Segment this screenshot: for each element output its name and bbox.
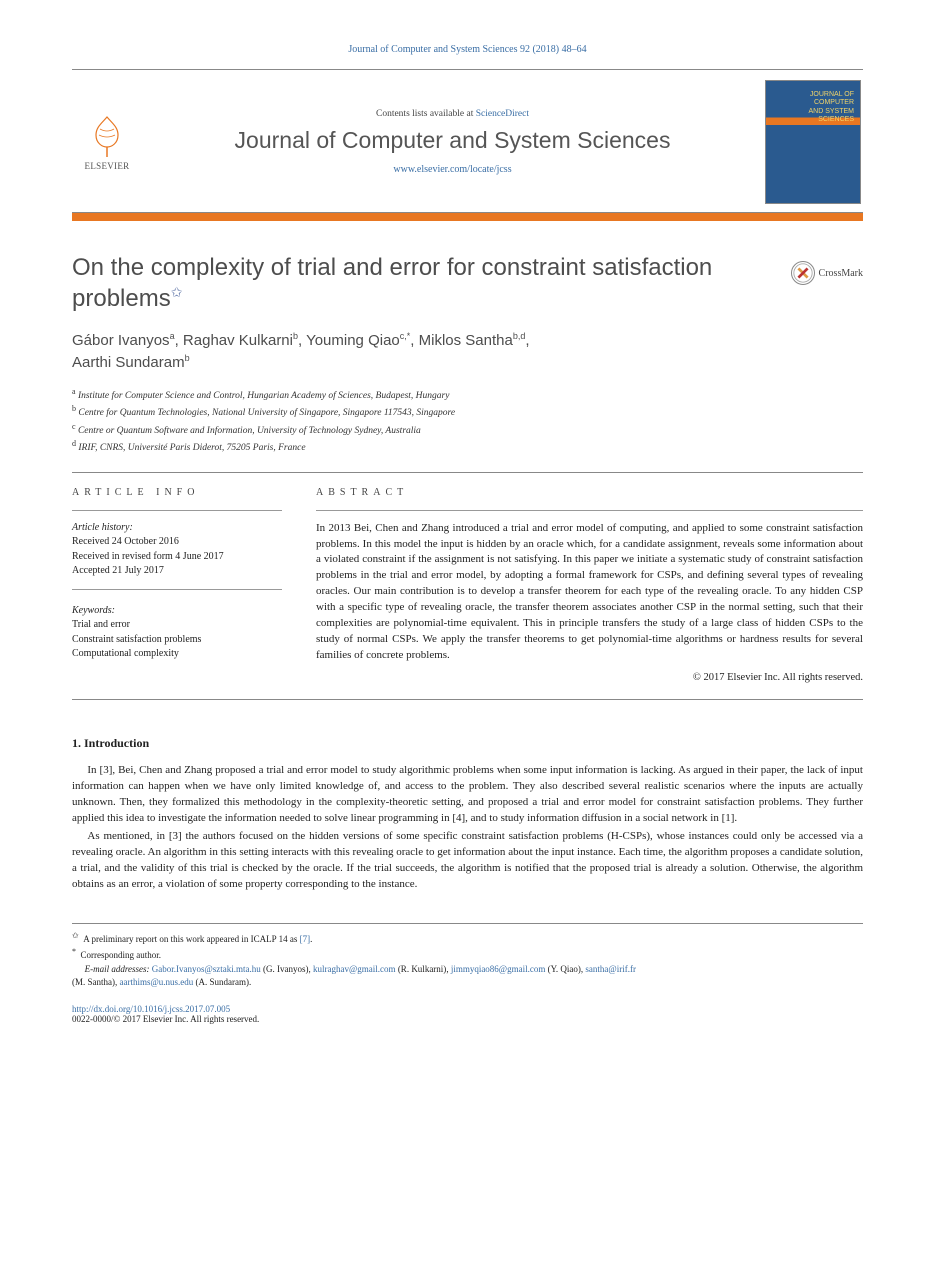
- journal-homepage-link[interactable]: www.elsevier.com/locate/jcss: [162, 164, 743, 175]
- paragraph: In [3], Bei, Chen and Zhang proposed a t…: [72, 763, 863, 827]
- doi-link[interactable]: http://dx.doi.org/10.1016/j.jcss.2017.07…: [72, 1004, 863, 1014]
- crossmark-label: CrossMark: [819, 268, 863, 279]
- section-heading-intro: 1. Introduction: [72, 736, 863, 751]
- divider: [72, 510, 282, 511]
- article-info-label: ARTICLE INFO: [72, 487, 282, 498]
- divider: [72, 699, 863, 700]
- publisher-logo-block: ELSEVIER: [72, 113, 142, 171]
- contents-line: Contents lists available at ScienceDirec…: [162, 109, 743, 119]
- paragraph: As mentioned, in [3] the authors focused…: [72, 829, 863, 893]
- journal-reference: Journal of Computer and System Sciences …: [72, 44, 863, 55]
- publisher-name: ELSEVIER: [85, 161, 130, 171]
- affiliation-list: a Institute for Computer Science and Con…: [72, 386, 863, 456]
- abstract-text: In 2013 Bei, Chen and Zhang introduced a…: [316, 521, 863, 664]
- header-bar: ELSEVIER Contents lists available at Sci…: [72, 69, 863, 213]
- crossmark-icon: [791, 261, 815, 285]
- copyright-line: © 2017 Elsevier Inc. All rights reserved…: [316, 672, 863, 683]
- crossmark-badge[interactable]: CrossMark: [791, 261, 863, 285]
- divider: [316, 510, 863, 511]
- journal-cover-thumbnail: [765, 80, 861, 204]
- email-link[interactable]: santha@irif.fr: [585, 964, 636, 974]
- journal-name: Journal of Computer and System Sciences: [162, 127, 743, 154]
- article-info-block: Article history: Received 24 October 201…: [72, 521, 282, 662]
- sciencedirect-link[interactable]: ScienceDirect: [476, 109, 529, 119]
- body-text: In [3], Bei, Chen and Zhang proposed a t…: [72, 763, 863, 893]
- citation-link[interactable]: [7]: [300, 934, 311, 944]
- article-title: On the complexity of trial and error for…: [72, 253, 791, 314]
- issn-copyright: 0022-0000/© 2017 Elsevier Inc. All right…: [72, 1014, 863, 1024]
- orange-rule: [72, 213, 863, 221]
- email-link[interactable]: jimmyqiao86@gmail.com: [451, 964, 546, 974]
- email-link[interactable]: aarthims@u.nus.edu: [120, 977, 194, 987]
- footnotes: ✩ A preliminary report on this work appe…: [72, 923, 863, 990]
- elsevier-tree-icon: [84, 113, 130, 159]
- divider: [72, 472, 863, 473]
- email-link[interactable]: Gabor.Ivanyos@sztaki.mta.hu: [152, 964, 261, 974]
- abstract-label: ABSTRACT: [316, 487, 863, 498]
- title-footnote-star: ✩: [171, 284, 183, 300]
- email-link[interactable]: kulraghav@gmail.com: [313, 964, 396, 974]
- author-list: Gábor Ivanyosa, Raghav Kulkarnib, Youmin…: [72, 330, 863, 374]
- divider: [72, 589, 282, 590]
